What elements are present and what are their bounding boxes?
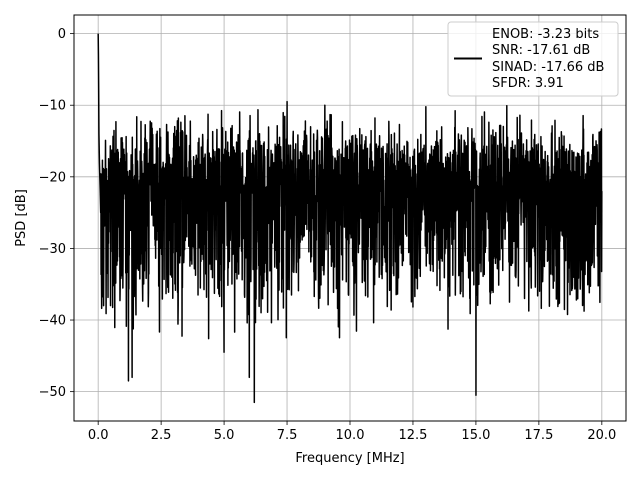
y-tick-label: −20 (39, 170, 66, 185)
y-axis-label: PSD [dB] (14, 189, 29, 247)
x-tick-label: 20.0 (587, 428, 616, 443)
legend-entry-sfdr: SFDR: 3.91 (492, 76, 564, 91)
y-tick-label: −30 (39, 242, 66, 257)
x-tick-label: 7.5 (277, 428, 298, 443)
y-axis-ticks: 0 −10 −20 −30 −40 −50 (39, 27, 74, 400)
x-axis-label: Frequency [MHz] (295, 451, 404, 466)
x-axis-ticks: 0.0 2.5 5.0 7.5 10.0 12.5 15.0 17.5 20.0 (88, 421, 616, 443)
x-tick-label: 5.0 (214, 428, 235, 443)
legend-entry-snr: SNR: -17.61 dB (492, 43, 590, 58)
y-tick-label: 0 (58, 27, 66, 42)
y-tick-label: −50 (39, 385, 66, 400)
y-tick-label: −40 (39, 314, 66, 329)
y-tick-label: −10 (39, 99, 66, 114)
x-tick-label: 0.0 (88, 428, 109, 443)
legend: ENOB: -3.23 bits SNR: -17.61 dB SINAD: -… (447, 21, 619, 97)
x-tick-label: 12.5 (398, 428, 427, 443)
legend-box (447, 21, 619, 97)
legend-entry-sinad: SINAD: -17.66 dB (492, 60, 604, 75)
x-tick-label: 17.5 (524, 428, 553, 443)
x-tick-label: 15.0 (461, 428, 490, 443)
plot-area (97, 33, 603, 404)
x-tick-label: 2.5 (151, 428, 172, 443)
x-tick-label: 10.0 (336, 428, 365, 443)
psd-series-line (97, 33, 603, 404)
legend-entry-enob: ENOB: -3.23 bits (492, 27, 599, 42)
